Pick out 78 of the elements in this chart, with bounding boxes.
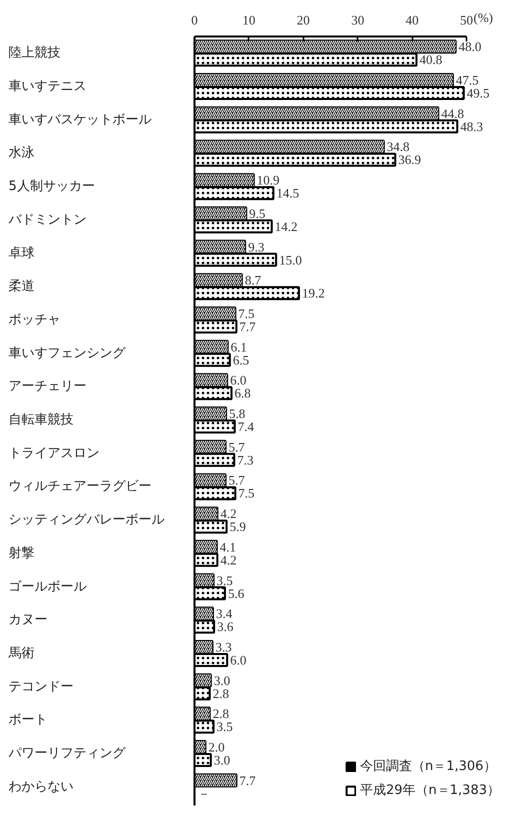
data-label: 5.7 <box>228 439 246 454</box>
y-tick-label: ウィルチェアーラグビー <box>8 479 152 494</box>
data-label: 6.0 <box>230 652 246 668</box>
y-tick-label: 車いすフェンシング <box>8 346 126 361</box>
y-tick-label: 卓球 <box>8 246 34 261</box>
x-axis-title: (%) <box>474 10 493 25</box>
x-tick-label: 50 <box>460 12 473 28</box>
data-label: 5.9 <box>230 519 246 534</box>
y-tick-label: テコンドー <box>8 679 74 694</box>
data-label: 5.6 <box>228 586 245 601</box>
y-tick-label: パワーリフティング <box>8 746 126 762</box>
y-tick-label: 射撃 <box>8 546 34 561</box>
y-tick-label: 車いすバスケットボール <box>8 112 152 128</box>
y-tick-label: ボッチャ <box>8 312 60 328</box>
y-tick-label: 自転車競技 <box>8 412 74 428</box>
data-label: 3.0 <box>214 752 230 768</box>
data-label: 5.7 <box>228 472 246 488</box>
data-label: 2.0 <box>208 740 225 755</box>
data-label: 3.6 <box>217 619 234 634</box>
x-tick-label: 20 <box>296 12 310 28</box>
data-label: 34.8 <box>386 139 410 154</box>
data-label: 6.0 <box>230 372 246 388</box>
y-tick-label: 陸上競技 <box>8 46 60 61</box>
data-label: 48.0 <box>458 39 482 54</box>
data-label: 40.8 <box>419 52 442 68</box>
y-tick-label: シッティングバレーボール <box>8 512 164 528</box>
y-tick-label: 馬術 <box>8 646 34 661</box>
data-label: 3.0 <box>214 672 230 688</box>
y-tick-label: カヌー <box>8 612 48 628</box>
x-tick-label: 40 <box>406 12 419 28</box>
y-tick-label: ボート <box>8 712 48 728</box>
y-tick-label: ゴールボール <box>8 579 86 594</box>
y-tick-label: 5人制サッカー <box>8 179 95 194</box>
data-label: 6.5 <box>232 352 250 368</box>
y-tick-label: バドミントン <box>8 212 86 228</box>
data-label: 3.5 <box>216 719 233 734</box>
data-label: 6.1 <box>230 339 247 354</box>
text: － <box>198 786 210 801</box>
data-label: 2.8 <box>212 686 229 701</box>
data-label: 14.2 <box>274 218 298 234</box>
y-tick-label: 車いすテニス <box>8 79 86 94</box>
legend-label: 平成29年（n＝1,383） <box>360 782 500 799</box>
data-label: 3.4 <box>216 606 233 622</box>
y-tick-label: わからない <box>8 779 74 794</box>
y-tick-label: 柔道 <box>8 279 34 294</box>
y-tick-label: トライアスロン <box>8 446 100 461</box>
data-label: 4.1 <box>220 539 236 554</box>
data-label: 10.9 <box>256 172 280 188</box>
x-tick-label: 30 <box>351 12 364 28</box>
data-label: 4.2 <box>220 552 237 568</box>
data-label: 14.5 <box>276 186 300 201</box>
legend-label: 今回調査（n＝1,306） <box>360 758 496 775</box>
data-label: 7.4 <box>238 419 255 434</box>
data-label: 15.0 <box>279 252 302 268</box>
data-label: 8.7 <box>244 272 262 288</box>
data-label: 3.3 <box>215 639 232 654</box>
y-tick-label: 水泳 <box>8 144 34 161</box>
data-label: 48.3 <box>460 118 483 134</box>
x-tick-label: 10 <box>242 12 256 28</box>
data-label: 3.5 <box>216 572 233 588</box>
data-label: 7.7 <box>239 318 256 334</box>
data-label: 36.9 <box>398 152 421 168</box>
data-label: 7.3 <box>237 452 254 468</box>
data-label: 44.8 <box>441 106 464 121</box>
data-label: 19.2 <box>302 286 325 301</box>
data-label: 49.5 <box>466 86 490 101</box>
data-label: 4.2 <box>220 506 237 522</box>
data-label: 9.3 <box>248 239 264 254</box>
data-label: 2.8 <box>212 706 229 722</box>
x-tick-label: 0 <box>191 12 198 28</box>
data-label: 6.8 <box>234 386 251 401</box>
data-label: 5.8 <box>229 406 246 422</box>
y-tick-label: アーチェリー <box>8 379 86 394</box>
data-label: 7.5 <box>238 486 255 501</box>
data-label: 9.5 <box>249 206 266 221</box>
data-label: 7.7 <box>239 772 256 788</box>
data-label: 7.5 <box>238 306 255 321</box>
data-label: 47.5 <box>456 72 479 88</box>
